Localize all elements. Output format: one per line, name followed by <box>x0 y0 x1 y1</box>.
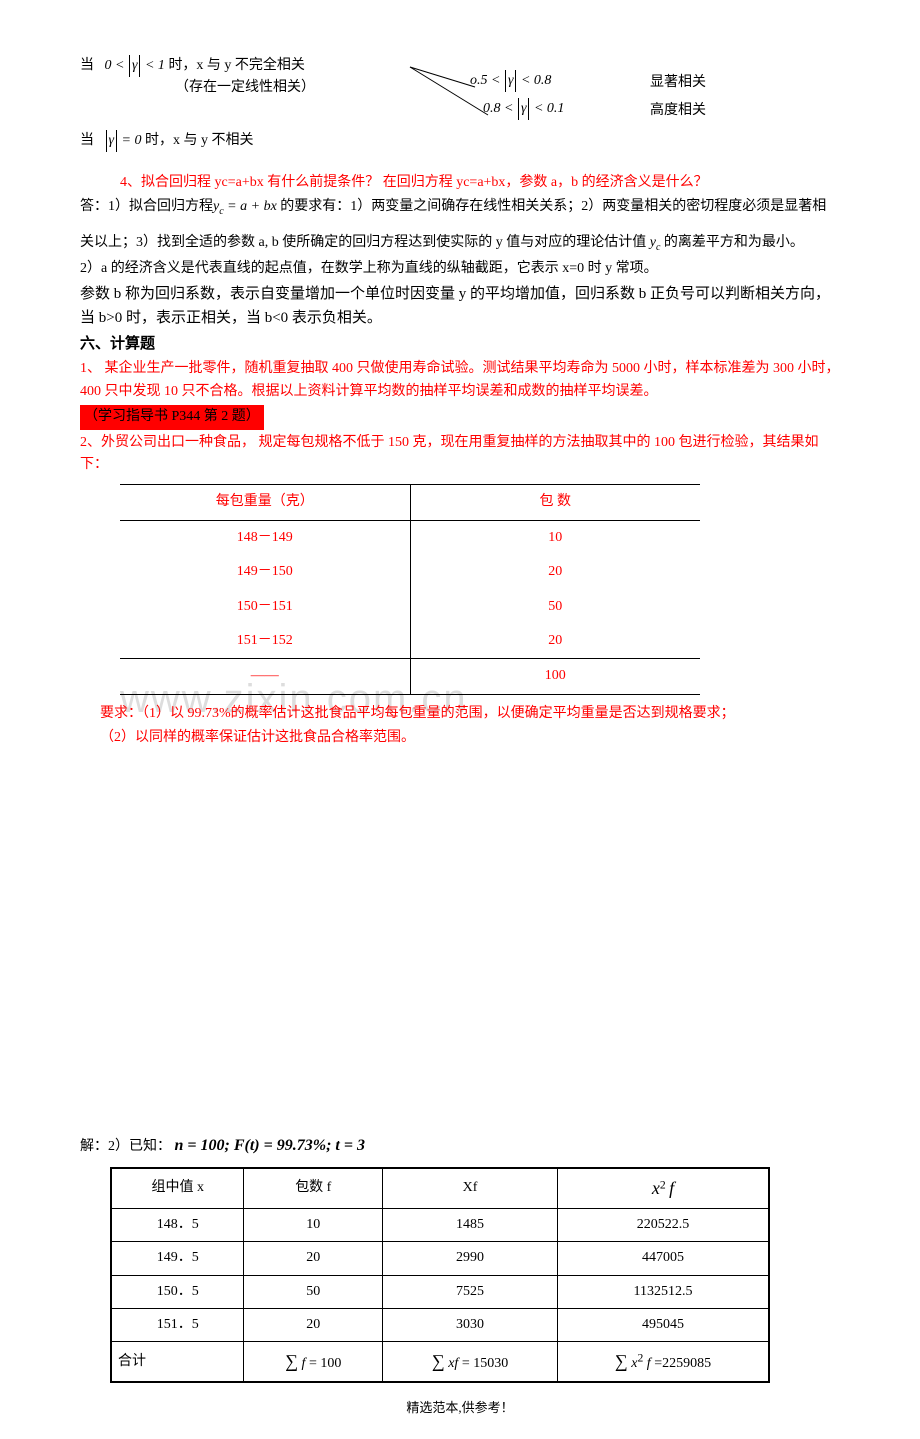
calc-total-row: 合计 ∑ f = 100 ∑ xf = 15030 ∑ x2 f =225908… <box>111 1342 769 1382</box>
branch-high: 0.8 < γ < 0.1 <box>483 98 564 120</box>
branch-lines-svg <box>400 55 490 130</box>
branch-diagram: o.5 < γ < 0.8 显著相关 0.8 < γ < 0.1 高度相关 <box>400 50 800 130</box>
calc-header-x2f: x2 f <box>558 1168 769 1208</box>
condition-zero: 当 γ = 0 时，x 与 y 不相关 <box>80 130 253 152</box>
answer-4-part3: 2）a 的经济含义是代表直线的起点值，在数学上称为直线的纵轴截距，它表示 x=0… <box>80 258 840 280</box>
calc-header-xf: Xf <box>383 1168 558 1208</box>
sum-xf: ∑ xf = 15030 <box>383 1342 558 1382</box>
table-row: 151－15220 <box>120 624 700 659</box>
calculation-table: 组中值 x 包数 f Xf x2 f 148．5101485220522.5 1… <box>110 1167 770 1383</box>
calc-row: 150．55075251132512.5 <box>111 1275 769 1308</box>
condition-partial: 当 0 < γ < 1 时，x 与 y 不完全相关 <box>80 55 305 77</box>
branch-significant-label: 显著相关 <box>650 72 706 94</box>
branch-high-label: 高度相关 <box>650 100 706 122</box>
calc-table-header: 组中值 x 包数 f Xf x2 f <box>111 1168 769 1208</box>
watermark-area: www.zixin.com.cn 要求：（1）以 99.73%的概率估计这批食品… <box>80 703 840 750</box>
table-total-row: ——100 <box>120 659 700 694</box>
calc-header-f: 包数 f <box>244 1168 383 1208</box>
sum-x2f: ∑ x2 f =2259085 <box>558 1342 769 1382</box>
calc-header-x: 组中值 x <box>111 1168 244 1208</box>
weight-table: 每包重量（克） 包 数 148－14910 149－15020 150－1515… <box>120 484 700 694</box>
answer-4-part1: 答：1）拟合回归方程yc = a + bx 的要求有：1）两变量之间确存在线性相… <box>80 196 840 220</box>
question-2: 2、外贸公司出口一种食品， 规定每包规格不低于 150 克，现在用重复抽样的方法… <box>80 432 840 477</box>
branch-significant: o.5 < γ < 0.8 <box>470 70 551 92</box>
calc-row: 149．5202990447005 <box>111 1242 769 1275</box>
answer-4-part2: 关以上；3）找到全适的参数 a, b 使所确定的回归方程达到使实际的 y 值与对… <box>80 232 840 256</box>
section-6-title: 六、计算题 <box>80 332 840 356</box>
question-4-title: 4、拟合回归程 yc=a+bx 有什么前提条件？ 在回归方程 yc=a+bx，参… <box>80 172 840 194</box>
table-header-count: 包 数 <box>410 485 700 520</box>
table-row: 150－15150 <box>120 590 700 624</box>
calc-row: 148．5101485220522.5 <box>111 1208 769 1241</box>
page-footer: 精选范本,供参考！ <box>80 1398 840 1419</box>
solution-known: 解：2）已知： n = 100; F(t) = 99.73%; t = 3 <box>80 1133 840 1159</box>
table-row: 148－14910 <box>120 520 700 555</box>
table-header-weight: 每包重量（克） <box>120 485 410 520</box>
correlation-conditions: 当 0 < γ < 1 时，x 与 y 不完全相关 （存在一定线性相关） o.5… <box>80 50 840 170</box>
blank-space <box>80 751 840 1131</box>
requirement-1: 要求：（1）以 99.73%的概率估计这批食品平均每包重量的范围，以便确定平均重… <box>80 703 840 725</box>
reference-note: （学习指导书 P344 第 2 题） <box>80 405 840 429</box>
condition-note: （存在一定线性相关） <box>175 77 315 99</box>
calc-row: 151．5203030495045 <box>111 1309 769 1342</box>
table-header-row: 每包重量（克） 包 数 <box>120 485 700 520</box>
question-1: 1、 某企业生产一批零件，随机重复抽取 400 只做使用寿命试验。测试结果平均寿… <box>80 358 840 403</box>
requirement-2: （2）以同样的概率保证估计这批食品合格率范围。 <box>80 727 840 749</box>
answer-4-part4: 参数 b 称为回归系数，表示自变量增加一个单位时因变量 y 的平均增加值，回归系… <box>80 282 840 330</box>
sum-f: ∑ f = 100 <box>244 1342 383 1382</box>
table-row: 149－15020 <box>120 555 700 589</box>
